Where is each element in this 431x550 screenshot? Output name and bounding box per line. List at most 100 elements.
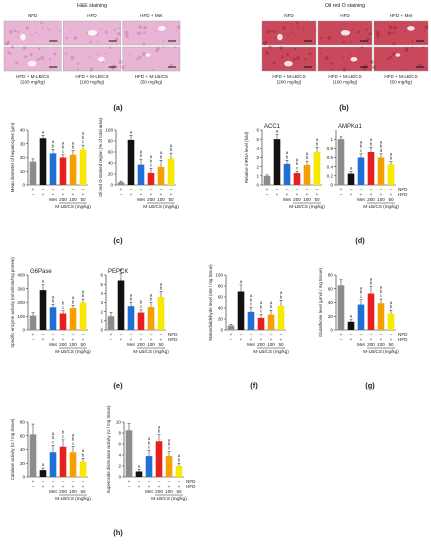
- significance-letter: b: [390, 304, 393, 309]
- panel-a: H&E staining NFD HFD HFD + Met HFD + M-LB/CS…: [3, 3, 181, 112]
- hfd-sign: +: [62, 484, 65, 489]
- y-tick-label: 400: [17, 273, 25, 278]
- tissue-cell: [393, 31, 396, 34]
- bar: [29, 315, 37, 330]
- dose-label: 200: [59, 342, 67, 347]
- hfd-sign: +: [360, 192, 363, 197]
- bar: [237, 291, 245, 330]
- tissue-cell: [350, 40, 352, 43]
- significance-letter: b: [380, 144, 383, 149]
- significance-letter: c: [360, 148, 362, 153]
- hfd-sign: +: [52, 484, 55, 489]
- micrograph-caption: (50 mg/kg): [140, 80, 162, 85]
- tissue-cell: [404, 48, 408, 52]
- hfd-sign: +: [72, 484, 75, 489]
- tissue-cell: [391, 32, 393, 35]
- significance-letter: c: [150, 163, 152, 168]
- hfd-sign: +: [390, 337, 393, 342]
- tissue-cell: [308, 52, 312, 56]
- tissue-cell: [425, 67, 427, 69]
- tissue-cell: [411, 46, 414, 49]
- significance-letter: a: [120, 267, 123, 272]
- tissue-cell: [330, 62, 333, 65]
- hfd-sign: +: [82, 484, 85, 489]
- y-tick-label: 6: [118, 442, 121, 447]
- hfd-sign: +: [280, 337, 283, 342]
- micrograph-caption: (100 mg/kg): [333, 80, 358, 85]
- significance-letter: a: [390, 300, 393, 305]
- nfd-sign: –: [62, 332, 65, 337]
- tissue-cell: [264, 51, 268, 55]
- significance-letter: b: [260, 304, 263, 309]
- hfd-sign: +: [380, 337, 383, 342]
- bar: [135, 471, 143, 477]
- bar: [337, 285, 345, 330]
- nfd-sign: +: [266, 187, 269, 192]
- micrograph: [63, 46, 123, 72]
- significance-letter: a: [130, 130, 133, 135]
- y-tick-label: 60: [328, 286, 334, 291]
- tissue-cell: [319, 36, 323, 40]
- nfd-sign: –: [140, 187, 143, 192]
- tissue-cell: [9, 52, 12, 55]
- bar: [49, 452, 57, 477]
- nfd-sign: –: [62, 479, 65, 484]
- tissue-vessel: [395, 53, 401, 57]
- dose-label: Met: [357, 197, 365, 202]
- tissue-cell: [375, 30, 380, 35]
- micrograph: [261, 45, 317, 72]
- micrograph: [3, 20, 62, 46]
- nfd-sign: –: [140, 332, 143, 337]
- tissue-cell: [24, 55, 28, 59]
- bar: [39, 138, 47, 185]
- significance-letter: a: [140, 149, 143, 154]
- nfd-sign: –: [380, 332, 383, 337]
- tissue-cell: [7, 51, 11, 55]
- nfd-sign: +: [340, 187, 343, 192]
- significance-letter: b: [280, 294, 283, 299]
- micrograph: [120, 46, 181, 72]
- significance-letter: b: [130, 297, 133, 302]
- hfd-sign: +: [276, 192, 279, 197]
- hfd-sign: +: [42, 484, 45, 489]
- y-tick-label: 1: [330, 137, 333, 142]
- y-tick-label: 200: [17, 300, 25, 305]
- tissue-cell: [279, 46, 284, 50]
- bar: [39, 290, 47, 330]
- significance-letter: a: [250, 293, 253, 298]
- hfd-sign: –: [32, 484, 35, 489]
- tissue-cell: [386, 57, 390, 61]
- tissue-cell: [149, 57, 152, 59]
- bar: [273, 139, 281, 185]
- bar: [137, 164, 145, 185]
- tissue-cell: [35, 31, 37, 34]
- micrograph-caption: HFD + M-LB/CS: [75, 74, 108, 79]
- hfd-sign: +: [390, 192, 393, 197]
- y-tick-label: 100: [17, 314, 25, 319]
- tissue-cell: [295, 56, 300, 61]
- dose-label: 50: [388, 342, 394, 347]
- micrograph: [372, 46, 429, 72]
- micrograph-caption: HFD + M-LB/CS: [135, 74, 168, 79]
- tissue-cell: [76, 68, 79, 71]
- tissue-cell: [268, 45, 272, 49]
- tissue-cell: [156, 47, 160, 50]
- group-label: HFD: [87, 13, 97, 18]
- nfd-sign: –: [72, 479, 75, 484]
- tissue-cell: [296, 21, 299, 25]
- bar: [347, 321, 355, 330]
- tissue-cell: [97, 40, 100, 43]
- y-tick-label: 0: [330, 183, 333, 188]
- tissue-cell: [16, 36, 19, 38]
- significance-letter: a: [160, 281, 163, 286]
- y-tick-label: 3: [256, 155, 259, 160]
- bar: [59, 157, 67, 185]
- y-tick-label: 2: [256, 164, 259, 169]
- tissue-cell: [175, 30, 177, 32]
- y-tick-label: 10: [20, 169, 26, 174]
- significance-letter: a: [380, 285, 383, 290]
- tissue-cell: [164, 36, 167, 38]
- tissue-cell: [372, 65, 377, 70]
